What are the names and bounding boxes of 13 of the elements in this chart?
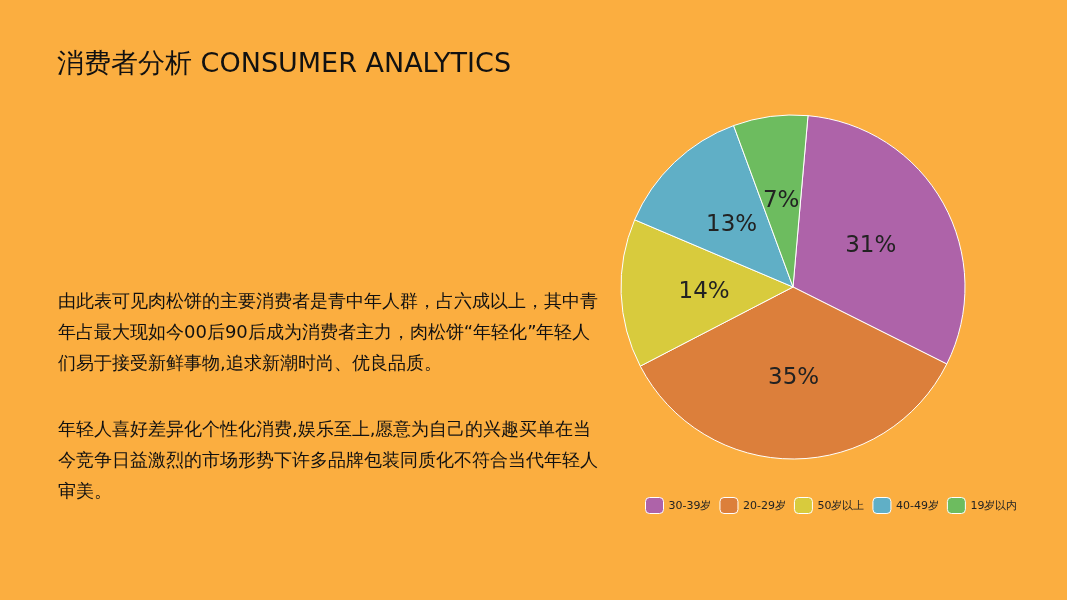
legend-label: 40-49岁 (895, 499, 939, 512)
legend-label: 20-29岁 (742, 499, 786, 512)
legend-label: 50岁以上 (817, 499, 865, 512)
text: 消费者分析 CONSUMER ANALYTICS (57, 47, 512, 78)
data-label: 14% (678, 277, 730, 304)
data-label: 35% (768, 363, 820, 389)
legend-label: 30-39岁 (668, 499, 712, 512)
legend-label: 19岁以内 (970, 499, 1018, 512)
text: 由此表可见肉松饼的主要消费者是青中年人群，占六成以上，其中青年占最大现如今00后90后成为消费者主力，肉松饼“年轻化”年轻人们易于接受新鲜事物,追求新潮时尚、优良品质。 (58, 290, 598, 373)
data-label: 7% (762, 185, 800, 212)
text: 年轻人喜好差异化个性化消费,娱乐至上,愿意为自己的兴趣买单在当今竞争日益激烈的市场形势下许多品牌包装同质化不符合当代年轻人审美。 (58, 418, 598, 501)
data-label: 31% (845, 230, 897, 257)
data-label: 13% (706, 209, 758, 236)
